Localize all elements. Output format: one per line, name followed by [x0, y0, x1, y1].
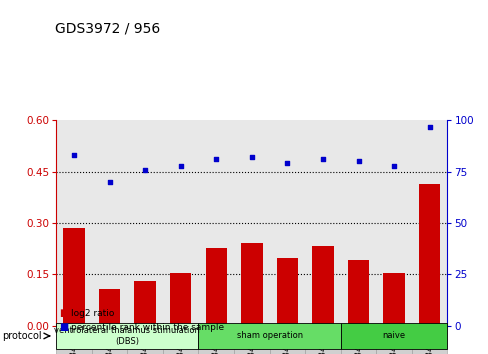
Text: naive: naive: [382, 331, 405, 341]
Bar: [241, 242, 262, 326]
Point: [70, 153, 78, 158]
Text: ventrolateral thalamus stimulation
(DBS): ventrolateral thalamus stimulation (DBS): [54, 326, 200, 346]
Text: ■: ■: [59, 322, 68, 332]
Bar: [411, 326, 447, 354]
Point: [425, 124, 433, 129]
Bar: [376, 326, 411, 354]
Bar: [99, 289, 120, 326]
Text: ■: ■: [59, 308, 68, 318]
Bar: [312, 246, 333, 326]
Bar: [347, 259, 368, 326]
Text: protocol: protocol: [2, 331, 42, 341]
Point: [318, 156, 326, 162]
Bar: [63, 228, 84, 326]
Point: [212, 156, 220, 162]
Bar: [92, 326, 127, 354]
Point: [141, 167, 149, 172]
Bar: [383, 273, 404, 326]
Text: percentile rank within the sample: percentile rank within the sample: [71, 323, 224, 332]
Point: [247, 154, 255, 160]
Point: [389, 163, 397, 169]
Text: log2 ratio: log2 ratio: [71, 309, 114, 318]
Point: [354, 159, 362, 164]
Text: sham operation: sham operation: [236, 331, 302, 341]
Bar: [56, 326, 92, 354]
Bar: [234, 326, 269, 354]
Bar: [205, 248, 226, 326]
Bar: [276, 258, 298, 326]
Text: GDS3972 / 956: GDS3972 / 956: [55, 21, 160, 35]
Bar: [418, 184, 439, 326]
Bar: [134, 280, 156, 326]
Bar: [269, 326, 305, 354]
Bar: [127, 326, 163, 354]
Bar: [340, 326, 376, 354]
Bar: [163, 326, 198, 354]
Point: [177, 163, 184, 169]
Bar: [170, 273, 191, 326]
Bar: [198, 326, 234, 354]
Point: [283, 161, 291, 166]
Bar: [305, 326, 340, 354]
Point: [105, 179, 113, 185]
